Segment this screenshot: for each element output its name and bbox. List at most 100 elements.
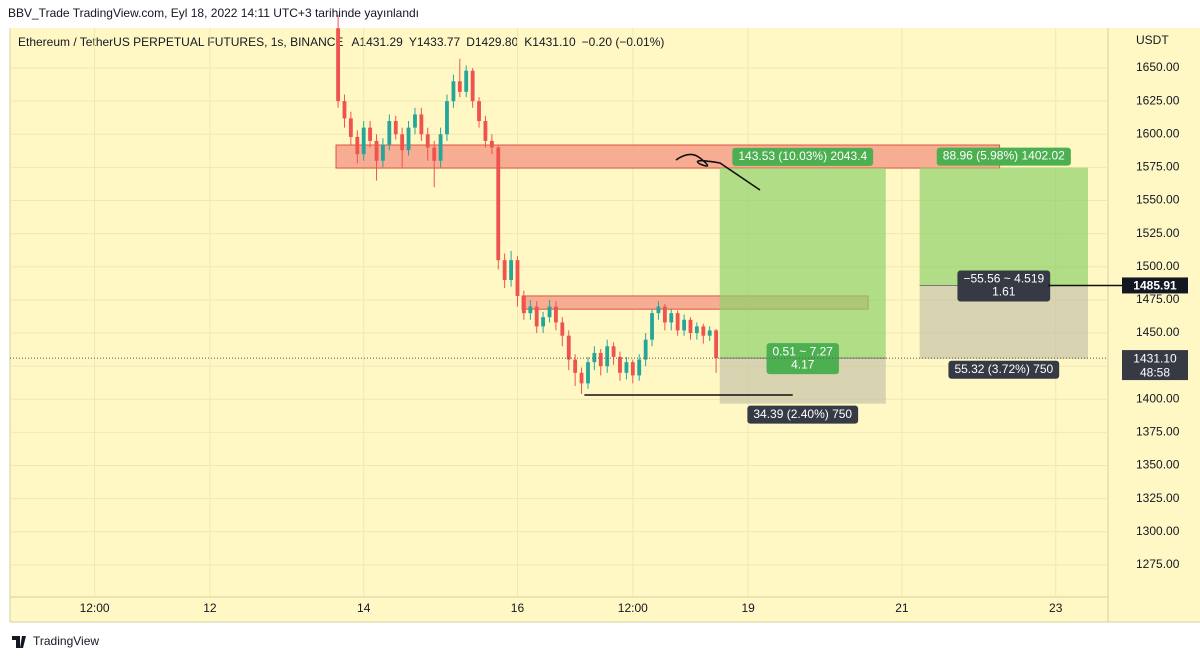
stop-label-box	[948, 360, 1060, 379]
candle-body	[374, 140, 379, 161]
candle-body	[489, 140, 494, 148]
x-tick-label: 14	[357, 601, 371, 615]
profit-zone	[719, 167, 886, 359]
y-tick-label: 1525.00	[1136, 226, 1180, 240]
candle-body	[656, 306, 661, 314]
candle-body	[643, 339, 648, 360]
y-tick-label: 1625.00	[1136, 93, 1180, 107]
candle-body	[669, 313, 674, 323]
candle-body	[701, 326, 706, 336]
y-tick-label: 1325.00	[1136, 491, 1180, 505]
published-note: BBV_Trade TradingView.com, Eyl 18, 2022 …	[8, 6, 419, 20]
stop-label-text: 34.39 (2.40%) 750	[753, 407, 852, 421]
marker-label: 1485.91	[1133, 279, 1177, 293]
candle-body	[554, 306, 558, 323]
candle-body	[419, 114, 424, 135]
candle-body	[502, 260, 507, 281]
x-tick-label: 23	[1049, 601, 1063, 615]
target-label-text: 143.53 (10.03%) 2043.4	[738, 149, 867, 163]
target-label: 88.96 (5.98%) 1402.02	[936, 147, 1071, 166]
candle-body	[598, 352, 603, 367]
candle-body	[406, 127, 411, 151]
y-tick-label: 1275.00	[1136, 557, 1180, 571]
candle-body	[611, 346, 616, 357]
candle-body	[496, 147, 501, 261]
ohlc-text: D1429.80	[466, 35, 518, 49]
candle-body	[451, 81, 456, 102]
candle-body	[688, 319, 693, 334]
candle-body	[547, 306, 552, 318]
candle-body	[361, 127, 366, 155]
candle-body	[528, 306, 533, 314]
plot: 143.53 (10.03%) 2043.4 0.51 ~ 7.274.17 34.…	[10, 15, 1108, 597]
candle-body	[694, 326, 699, 334]
ohlc-text: A1431.29	[351, 35, 403, 49]
candle-body	[566, 335, 571, 360]
candle-body	[618, 356, 622, 373]
candle-body	[521, 295, 526, 314]
profit-zone	[919, 167, 1089, 286]
x-tick-label: 12:00	[80, 601, 110, 615]
y-tick-label: 1350.00	[1136, 458, 1180, 472]
candle-body	[470, 70, 475, 102]
candle-body	[579, 372, 584, 384]
entry-label-text: −55.56 ~ 4.519	[963, 272, 1044, 286]
y-tick-label: 1600.00	[1136, 126, 1180, 140]
stop-label: 34.39 (2.40%) 750	[747, 405, 859, 424]
ticker-line: Ethereum / TetherUS PERPETUAL FUTURES, 1…	[18, 35, 664, 49]
candle-body	[662, 306, 667, 323]
entry-label-box	[957, 270, 1051, 302]
marker-box	[1122, 277, 1188, 294]
brand: TradingView	[33, 634, 99, 648]
y-tick-label: 1300.00	[1136, 524, 1180, 538]
candle-body	[387, 121, 392, 145]
last-price-label: 1431.10	[1133, 351, 1177, 365]
candle-body	[541, 317, 545, 327]
candle-body	[650, 313, 654, 340]
price-axis-background	[1108, 28, 1200, 622]
candle-body	[438, 134, 443, 161]
y-tick-label: 1500.00	[1136, 259, 1180, 273]
candle-body	[707, 330, 712, 336]
ohlc-text: Y1433.77	[409, 35, 461, 49]
candle-body	[393, 121, 398, 135]
candle-body	[336, 28, 341, 102]
candle-body	[682, 319, 687, 331]
candle-body	[509, 260, 514, 281]
candle-body	[432, 147, 437, 161]
candle-body	[400, 134, 405, 151]
candle-body	[630, 362, 635, 376]
candle-body	[381, 144, 385, 161]
entry-label-text: 1.61	[992, 285, 1016, 299]
x-tick-label: 21	[895, 601, 909, 615]
candle-body	[560, 322, 565, 336]
candle-body	[368, 127, 372, 141]
target-label-box	[732, 147, 874, 166]
candle-body	[586, 362, 590, 384]
ohlc-text: −0.20 (−0.01%)	[582, 35, 665, 49]
candle-body	[342, 101, 347, 119]
candle-body	[592, 352, 597, 363]
candle-body	[534, 306, 539, 327]
entry-label-text: 4.17	[791, 357, 815, 371]
candle-body	[515, 260, 520, 296]
scribble	[675, 153, 761, 191]
candle-body	[714, 330, 719, 359]
y-tick-label: 1650.00	[1136, 60, 1180, 74]
candle-body	[457, 81, 462, 92]
chart-title: Ethereum / TetherUS PERPETUAL FUTURES, 1…	[18, 35, 343, 49]
candle-body	[675, 313, 680, 331]
x-tick-label: 16	[511, 601, 525, 615]
candle-body	[425, 134, 430, 148]
candle-body	[413, 114, 417, 128]
candle-body	[348, 118, 353, 137]
stop-label-text: 55.32 (3.72%) 750	[954, 362, 1053, 376]
candle-body	[573, 359, 578, 373]
countdown: 48:58	[1140, 365, 1170, 379]
entry-label-text: 0.51 ~ 7.27	[773, 344, 834, 358]
logo	[12, 636, 26, 648]
y-tick-label: 1475.00	[1136, 292, 1180, 306]
